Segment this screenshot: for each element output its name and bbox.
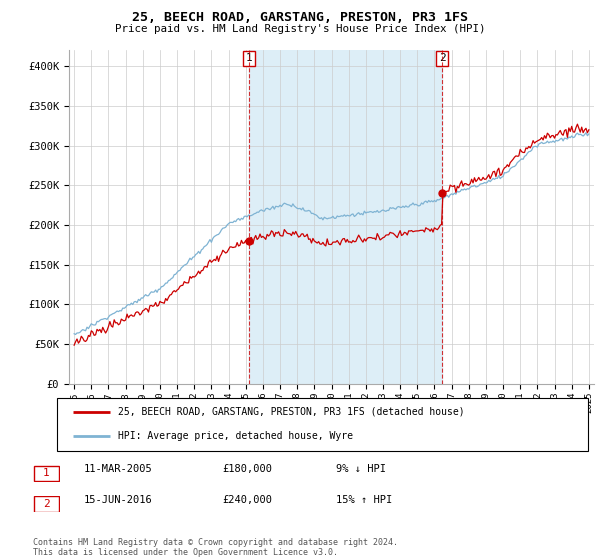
Text: Price paid vs. HM Land Registry's House Price Index (HPI): Price paid vs. HM Land Registry's House … [115, 24, 485, 34]
Text: Contains HM Land Registry data © Crown copyright and database right 2024.
This d: Contains HM Land Registry data © Crown c… [33, 538, 398, 557]
FancyBboxPatch shape [57, 398, 588, 451]
Text: 25, BEECH ROAD, GARSTANG, PRESTON, PR3 1FS: 25, BEECH ROAD, GARSTANG, PRESTON, PR3 1… [132, 11, 468, 24]
FancyBboxPatch shape [34, 496, 59, 512]
Text: £240,000: £240,000 [222, 495, 272, 505]
Text: 25, BEECH ROAD, GARSTANG, PRESTON, PR3 1FS (detached house): 25, BEECH ROAD, GARSTANG, PRESTON, PR3 1… [118, 407, 464, 417]
Text: 1: 1 [245, 53, 253, 63]
Text: 15-JUN-2016: 15-JUN-2016 [84, 495, 153, 505]
Text: £180,000: £180,000 [222, 464, 272, 474]
Text: 2: 2 [43, 499, 50, 509]
FancyBboxPatch shape [34, 466, 59, 480]
Text: 2: 2 [439, 53, 446, 63]
Text: HPI: Average price, detached house, Wyre: HPI: Average price, detached house, Wyre [118, 431, 353, 441]
Text: 11-MAR-2005: 11-MAR-2005 [84, 464, 153, 474]
Text: 15% ↑ HPI: 15% ↑ HPI [336, 495, 392, 505]
Text: 1: 1 [43, 468, 50, 478]
Bar [249, 50, 442, 384]
Text: 9% ↓ HPI: 9% ↓ HPI [336, 464, 386, 474]
